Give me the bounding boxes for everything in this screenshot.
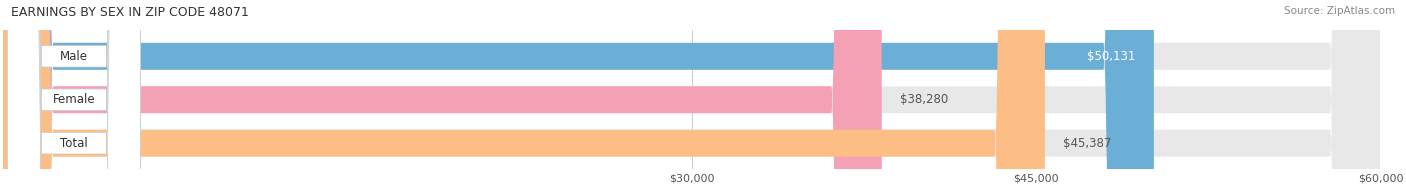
Text: Total: Total xyxy=(60,137,87,150)
FancyBboxPatch shape xyxy=(3,0,882,196)
Text: $38,280: $38,280 xyxy=(900,93,949,106)
Text: EARNINGS BY SEX IN ZIP CODE 48071: EARNINGS BY SEX IN ZIP CODE 48071 xyxy=(11,6,249,19)
FancyBboxPatch shape xyxy=(7,0,141,196)
FancyBboxPatch shape xyxy=(3,0,1154,196)
FancyBboxPatch shape xyxy=(7,0,141,196)
FancyBboxPatch shape xyxy=(3,0,1381,196)
FancyBboxPatch shape xyxy=(3,0,1045,196)
Text: $50,131: $50,131 xyxy=(1087,50,1136,63)
FancyBboxPatch shape xyxy=(3,0,1381,196)
FancyBboxPatch shape xyxy=(7,0,141,196)
Text: Female: Female xyxy=(52,93,96,106)
Text: Male: Male xyxy=(60,50,89,63)
Text: $45,387: $45,387 xyxy=(1063,137,1112,150)
Text: Source: ZipAtlas.com: Source: ZipAtlas.com xyxy=(1284,6,1395,16)
FancyBboxPatch shape xyxy=(3,0,1381,196)
